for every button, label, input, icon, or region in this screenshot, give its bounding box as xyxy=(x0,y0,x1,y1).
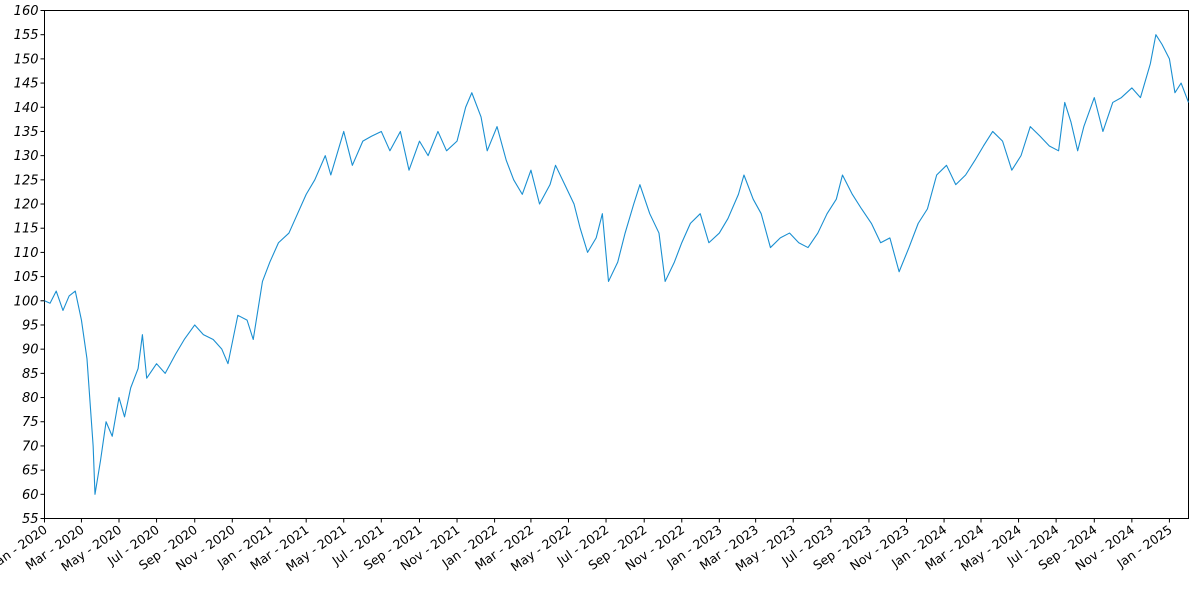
y-tick-label: 150 xyxy=(14,52,39,67)
plot-area-frame xyxy=(44,10,1189,519)
y-axis: 55 60 65 70 75 80 85 90 95 100 105 110 115 120 125 130 1… xyxy=(14,4,45,527)
y-tick-label: 55 xyxy=(22,512,39,527)
y-tick-label: 125 xyxy=(14,173,39,188)
y-tick-label: 80 xyxy=(22,391,39,406)
y-tick-label: 120 xyxy=(14,198,39,213)
y-tick-label: 65 xyxy=(22,464,39,479)
y-tick-label: 110 xyxy=(14,246,39,261)
y-tick-label: 130 xyxy=(14,149,39,164)
y-tick-label: 145 xyxy=(14,77,39,92)
y-tick-label: 75 xyxy=(22,415,39,430)
y-tick-label: 60 xyxy=(22,488,39,503)
y-tick-label: 70 xyxy=(22,439,39,454)
y-tick-label: 100 xyxy=(14,294,39,309)
y-tick-label: 105 xyxy=(14,270,39,285)
y-tick-label: 90 xyxy=(22,343,39,358)
y-tick-label: 135 xyxy=(14,125,39,140)
y-tick-label: 115 xyxy=(14,222,39,237)
series-line xyxy=(44,34,1190,495)
y-tick-label: 160 xyxy=(14,4,39,19)
y-tick-label: 95 xyxy=(22,318,39,333)
y-tick-label: 85 xyxy=(22,367,39,382)
y-tick-label: 155 xyxy=(14,28,39,43)
y-tick-label: 140 xyxy=(14,101,39,116)
